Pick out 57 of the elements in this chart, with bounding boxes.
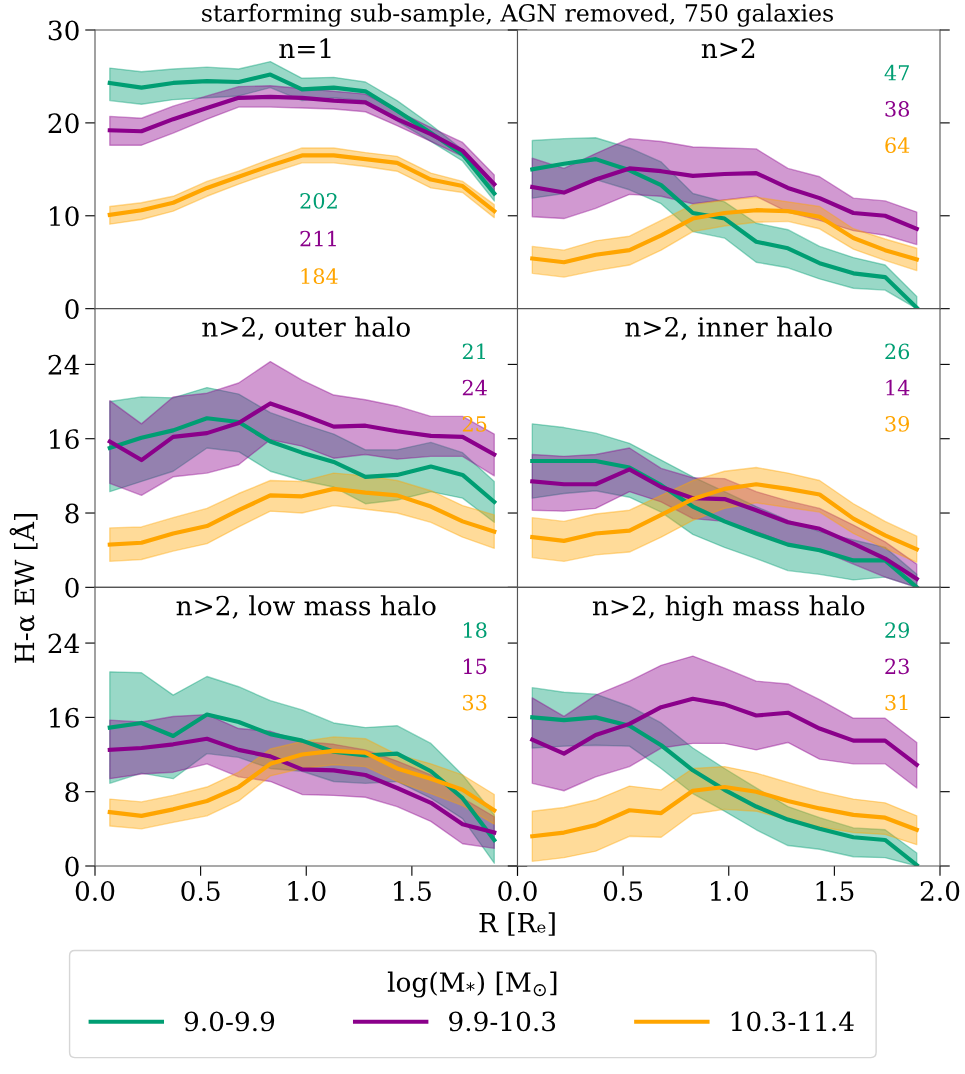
annotation: 184 xyxy=(301,268,338,285)
chart-subtitle: starforming sub-sample, AGN removed, 750 galaxies xyxy=(202,3,833,27)
line-series xyxy=(107,748,497,818)
y-tick-label: 8 xyxy=(65,503,79,524)
x-axis-title: R [Rₑ] xyxy=(479,912,555,936)
line-series xyxy=(107,416,497,504)
chart-title: n>2 xyxy=(701,38,755,58)
x-tick-label: 0.0 xyxy=(75,881,115,902)
line-series xyxy=(107,153,497,217)
x-tick-label: 0.0 xyxy=(498,881,537,902)
chart-title: n>2, high mass halo xyxy=(592,595,865,622)
y-tick-label: 16 xyxy=(50,707,79,728)
chart-title: n=1 xyxy=(279,38,331,58)
chart-title: n>2, outer halo xyxy=(202,316,410,341)
annotation: 14 xyxy=(886,379,910,396)
legend-label: 10.3-11.4 xyxy=(731,1011,854,1032)
y-tick-label: 24 xyxy=(48,633,80,654)
annotation: 24 xyxy=(462,379,487,396)
y-tick-label: 0 xyxy=(65,577,79,598)
annotation: 25 xyxy=(462,415,487,432)
annotation: 38 xyxy=(885,101,910,117)
x-tick-label: 0.5 xyxy=(603,881,643,902)
x-tick-label: 1.0 xyxy=(288,881,326,902)
y-tick-label: 20 xyxy=(48,113,79,134)
annotation: 39 xyxy=(885,415,910,432)
y-tick-label: 0 xyxy=(65,856,79,877)
x-tick-label: 2.0 xyxy=(920,881,960,902)
annotation: 33 xyxy=(463,694,487,711)
annotation: 47 xyxy=(884,64,909,81)
y-tick-label: 10 xyxy=(50,206,79,227)
y-axis-title: H-α EW [Å] xyxy=(9,513,38,663)
annotation: 18 xyxy=(463,622,487,638)
x-tick-label: 1.0 xyxy=(710,881,748,902)
annotation: 211 xyxy=(300,230,336,247)
line-series xyxy=(107,401,497,463)
chart-title: n>2, low mass halo xyxy=(176,595,436,619)
x-tick-label: 1.5 xyxy=(816,881,854,902)
annotation: 29 xyxy=(885,622,910,638)
annotation: 23 xyxy=(885,658,909,675)
x-tick-label: 0.5 xyxy=(181,881,220,902)
y-tick-label: 24 xyxy=(48,354,80,375)
line-series xyxy=(107,486,497,547)
annotation: 202 xyxy=(300,193,337,209)
y-tick-label: 16 xyxy=(50,429,79,450)
y-tick-label: 0 xyxy=(65,299,79,320)
chart-title: n>2, inner halo xyxy=(625,316,832,341)
legend-label: 9.0-9.9 xyxy=(184,1011,275,1032)
legend-label: 9.9-10.3 xyxy=(449,1011,556,1032)
legend-title: log(M$_{*}$) [M$_{⊙}$] xyxy=(387,971,557,998)
annotation: 31 xyxy=(885,694,908,711)
annotation: 15 xyxy=(463,658,487,675)
annotation: 21 xyxy=(462,343,485,359)
annotation: 64 xyxy=(885,137,910,154)
y-tick-label: 30 xyxy=(48,20,79,41)
x-tick-label: 1.5 xyxy=(394,881,431,902)
y-tick-label: 8 xyxy=(65,782,79,803)
annotation: 26 xyxy=(885,343,910,360)
